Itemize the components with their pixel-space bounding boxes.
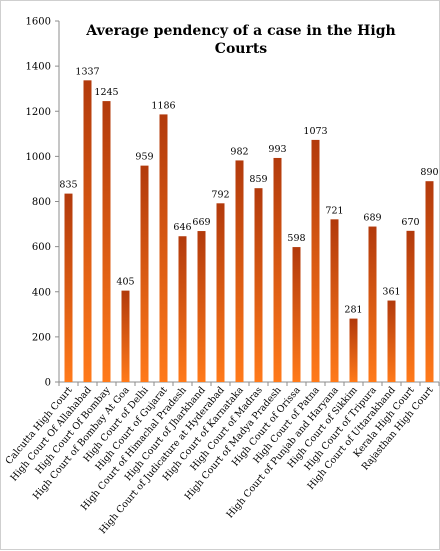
y-tick-label: 1400 <box>26 62 51 73</box>
data-label: 1337 <box>75 66 99 77</box>
y-tick-label: 1000 <box>26 152 51 163</box>
data-label: 405 <box>116 277 134 288</box>
y-tick-label: 600 <box>32 242 51 253</box>
chart-title-line-2: Courts <box>215 41 268 57</box>
y-tick-label: 1200 <box>26 107 51 118</box>
y-tick-label: 200 <box>32 332 51 343</box>
bars <box>64 80 434 383</box>
bar <box>273 157 282 382</box>
y-tick-label: 800 <box>32 197 51 208</box>
data-label: 1073 <box>303 126 327 137</box>
bar <box>159 114 168 382</box>
y-tick-label: 400 <box>32 287 51 298</box>
data-label: 890 <box>420 167 438 178</box>
data-label: 670 <box>401 217 419 228</box>
bar <box>406 230 415 382</box>
bar <box>140 165 149 382</box>
data-label: 1186 <box>151 100 175 111</box>
bar <box>368 226 377 382</box>
bar <box>349 318 358 382</box>
data-label: 721 <box>325 205 343 216</box>
data-label: 646 <box>173 222 191 233</box>
data-label: 792 <box>211 189 229 200</box>
bar <box>425 181 434 382</box>
bar <box>311 139 320 382</box>
data-label: 689 <box>363 213 381 224</box>
data-label: 859 <box>249 174 267 185</box>
bar <box>216 203 225 382</box>
bar <box>102 101 111 383</box>
data-label: 598 <box>287 233 305 244</box>
bar <box>292 247 301 382</box>
data-label: 669 <box>192 217 210 228</box>
bar <box>235 160 244 382</box>
data-label: 1245 <box>94 87 118 98</box>
data-label: 361 <box>382 287 400 298</box>
data-label: 982 <box>230 146 248 157</box>
bar <box>64 193 73 382</box>
bar <box>83 80 92 382</box>
bar <box>197 231 206 382</box>
chart-title-line-1: Average pendency of a case in the High <box>85 23 395 39</box>
bar <box>387 300 396 382</box>
bar <box>121 290 130 382</box>
data-label: 281 <box>344 305 362 316</box>
bar <box>178 236 187 382</box>
data-label: 959 <box>135 152 153 163</box>
bar <box>254 188 263 382</box>
data-label: 993 <box>268 144 286 155</box>
y-tick-label: 0 <box>45 378 51 389</box>
y-tick-label: 1600 <box>26 17 51 28</box>
bar <box>330 219 339 382</box>
data-label: 835 <box>59 180 77 191</box>
